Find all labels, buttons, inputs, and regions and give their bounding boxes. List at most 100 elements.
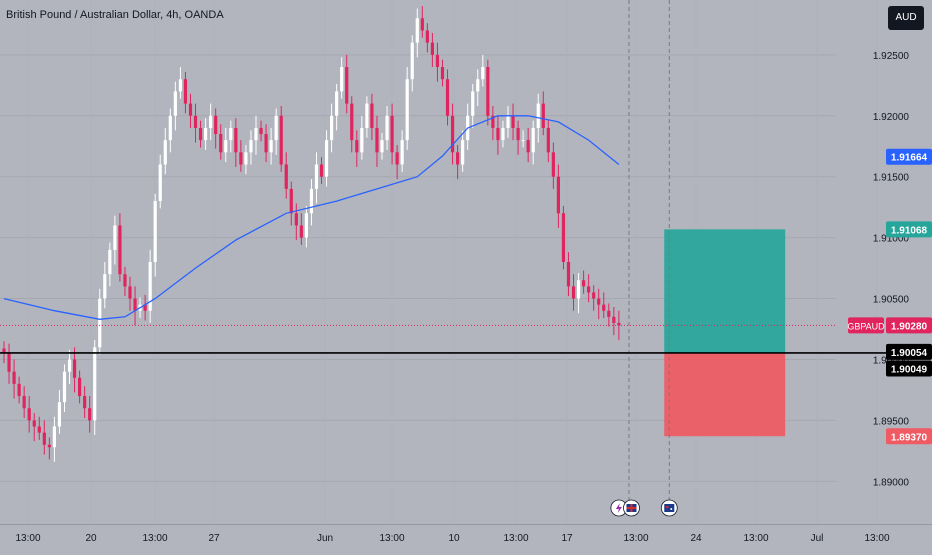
symbol-tag: GBPAUD xyxy=(847,321,885,331)
candle-body xyxy=(420,18,424,31)
candle-body xyxy=(103,274,107,299)
candle-body xyxy=(456,152,460,165)
target-zone[interactable] xyxy=(664,229,786,354)
candle-body xyxy=(350,103,354,141)
candle-body xyxy=(395,152,399,165)
candle-body xyxy=(597,298,601,305)
candle-body xyxy=(536,103,540,128)
candle-body xyxy=(12,371,16,384)
candle-body xyxy=(521,140,525,142)
y-tick-label: 1.89000 xyxy=(873,477,910,488)
x-tick-label: 27 xyxy=(208,533,220,544)
candle-body xyxy=(57,402,62,427)
candle-body xyxy=(52,426,56,448)
candle-body xyxy=(330,115,334,141)
candle-body xyxy=(576,280,581,299)
candle-body xyxy=(234,127,238,153)
candle-body xyxy=(571,286,576,299)
candle-body xyxy=(264,134,268,153)
candle-body xyxy=(486,67,490,116)
candle-body xyxy=(78,377,82,397)
candle-body xyxy=(491,115,495,128)
x-tick-label: 13:00 xyxy=(142,533,167,544)
candle-body xyxy=(93,347,97,421)
x-tick-label: 13:00 xyxy=(623,533,648,544)
candle-body xyxy=(98,298,102,348)
candle-body xyxy=(415,18,419,43)
candle-body xyxy=(47,444,51,448)
candle-body xyxy=(425,30,429,43)
candle-body xyxy=(88,408,92,421)
candle-body xyxy=(430,42,434,55)
candle-body xyxy=(556,176,560,214)
y-tick-label: 1.92500 xyxy=(873,51,910,62)
candle-body xyxy=(143,304,147,311)
candle-body xyxy=(62,371,67,403)
ma-price-label: 1.91664 xyxy=(891,153,928,164)
candle-body xyxy=(400,140,404,165)
candle-body xyxy=(410,42,414,80)
bolt-shape xyxy=(615,503,622,513)
last-price-label: 1.90280 xyxy=(891,321,928,332)
price-labels: 1.91664 1.91068 1.90280 1.90054 1.90049 1.893… xyxy=(847,148,932,445)
candle-body xyxy=(561,213,566,262)
stop-zone[interactable] xyxy=(664,353,786,437)
candle-body xyxy=(506,115,510,128)
candle-body xyxy=(118,225,122,275)
candle-body xyxy=(582,280,586,287)
candle-body xyxy=(566,262,571,287)
candle-body xyxy=(198,127,203,141)
candle-body xyxy=(511,115,515,128)
candle-body xyxy=(128,286,132,299)
y-tick-label: 1.91500 xyxy=(873,173,910,184)
candle-body xyxy=(72,359,77,378)
candle-body xyxy=(42,432,46,445)
candle-body xyxy=(380,140,384,153)
candle-body xyxy=(607,310,611,317)
entry-price-label-bg xyxy=(886,360,932,377)
stop-price-label: 1.89370 xyxy=(891,432,928,443)
candle-body xyxy=(27,408,31,421)
x-tick-label: Jul xyxy=(811,533,824,544)
candle-body xyxy=(214,115,218,135)
candle-body xyxy=(541,103,545,128)
candle-body xyxy=(188,103,193,116)
candle-body xyxy=(481,67,485,80)
candle-body xyxy=(294,213,298,226)
currency-button[interactable]: AUD xyxy=(888,6,924,30)
x-tick-label: 13:00 xyxy=(379,533,404,544)
candle-body xyxy=(67,359,72,372)
candle-body xyxy=(617,322,621,326)
candle-body xyxy=(299,225,303,238)
candle-body xyxy=(269,140,273,153)
candle-body xyxy=(209,115,213,128)
candle-body xyxy=(340,67,344,92)
candle-body xyxy=(239,152,243,165)
candle-body xyxy=(133,298,137,311)
event-icons[interactable] xyxy=(610,499,678,517)
flag-star xyxy=(670,508,673,510)
horizontal-lines[interactable] xyxy=(0,0,886,500)
candle-body xyxy=(461,140,465,165)
candle-body xyxy=(365,103,369,128)
position-tool[interactable] xyxy=(664,229,786,437)
chart-title: British Pound / Australian Dollar, 4h, O… xyxy=(6,9,224,21)
candle-body xyxy=(2,348,6,354)
candle-body xyxy=(193,115,198,128)
candle-body xyxy=(244,152,248,165)
candle-body xyxy=(445,79,450,116)
candle-body xyxy=(173,91,177,116)
entry-price-label: 1.90049 xyxy=(891,365,928,376)
y-tick-label: 1.92000 xyxy=(873,112,910,123)
candle-body xyxy=(123,274,127,287)
x-tick-label: 13:00 xyxy=(15,533,40,544)
candle-body xyxy=(602,304,606,311)
candle-body xyxy=(83,396,87,409)
candle-body xyxy=(587,286,591,293)
candle-body xyxy=(496,127,500,141)
candle-body xyxy=(163,140,167,165)
moving-average xyxy=(3,115,620,320)
candle-body xyxy=(345,67,349,104)
